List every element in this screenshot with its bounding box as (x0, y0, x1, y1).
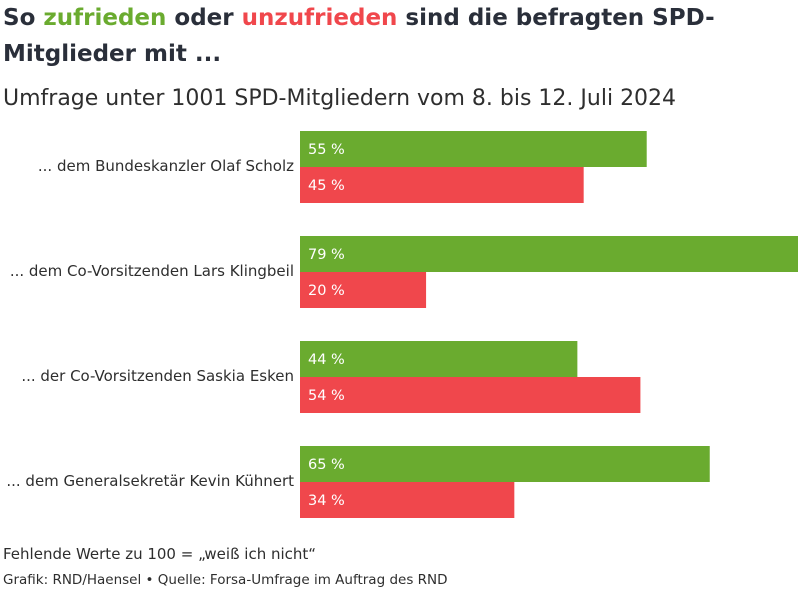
chart-subtitle: Umfrage unter 1001 SPD-Mitgliedern vom 8… (3, 86, 677, 111)
bar-zufrieden (300, 236, 798, 272)
bar-value-label: 79 % (308, 247, 345, 263)
bar-value-label: 34 % (308, 493, 345, 509)
category-label: ... dem Co-Vorsitzenden Lars Klingbeil (10, 262, 294, 280)
chart-title: So zufrieden oder unzufrieden sind die b… (3, 0, 793, 72)
bar-zufrieden (300, 341, 578, 377)
bar-unzufrieden (300, 377, 641, 413)
bar-unzufrieden (300, 482, 515, 518)
bar-zufrieden (300, 446, 710, 482)
category-label: ... dem Bundeskanzler Olaf Scholz (38, 157, 294, 175)
bar-value-label: 44 % (308, 352, 345, 368)
bar-value-label: 20 % (308, 283, 345, 299)
category-label: ... der Co-Vorsitzenden Saskia Esken (21, 367, 294, 385)
title-negative-word: unzufrieden (241, 5, 398, 31)
title-part-3: sind die befragten SPD-Mitglieder mit ..… (3, 5, 715, 67)
bar-unzufrieden (300, 167, 584, 203)
title-part-2: oder (166, 5, 242, 31)
bar-value-label: 65 % (308, 457, 345, 473)
source-credit: Grafik: RND/Haensel • Quelle: Forsa-Umfr… (3, 572, 448, 588)
category-label: ... dem Generalsekretär Kevin Kühnert (6, 472, 294, 490)
bar-unzufrieden (300, 272, 427, 308)
bar-zufrieden (300, 131, 647, 167)
footnote: Fehlende Werte zu 100 = „weiß ich nicht“ (3, 545, 317, 563)
title-positive-word: zufrieden (43, 5, 167, 31)
bar-value-label: 55 % (308, 142, 345, 158)
title-part-1: So (3, 5, 44, 31)
bar-value-label: 45 % (308, 178, 345, 194)
bar-value-label: 54 % (308, 388, 345, 404)
